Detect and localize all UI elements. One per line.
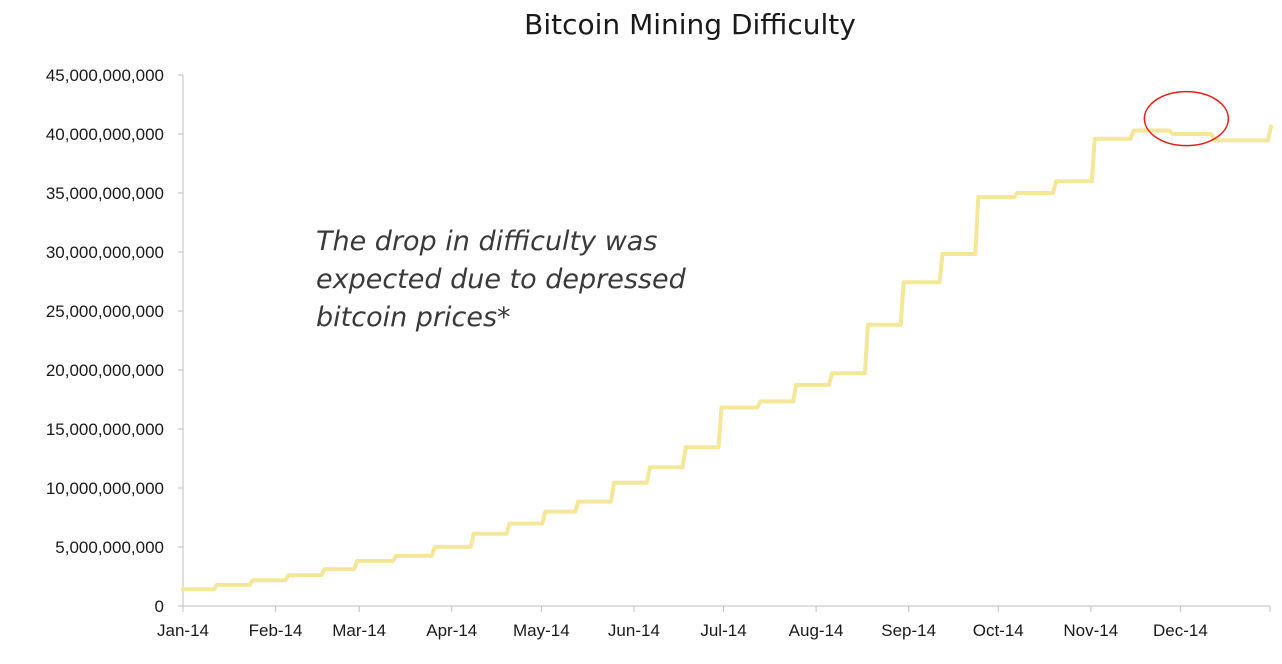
y-tick-label: 5,000,000,000 [55, 538, 164, 557]
x-tick-label: May-14 [513, 621, 570, 640]
chart-title: Bitcoin Mining Difficulty [524, 8, 856, 41]
x-tick-label: Dec-14 [1153, 621, 1208, 640]
y-tick-label: 10,000,000,000 [46, 479, 164, 498]
x-tick-label: Nov-14 [1063, 621, 1118, 640]
annotation-line-2: expected due to depressed [316, 264, 687, 295]
y-axis: 0 5,000,000,000 10,000,000,000 15,000,000,0… [46, 66, 184, 616]
x-tick-label: Jul-14 [700, 621, 746, 640]
annotation-line-1: The drop in difficulty was [316, 226, 657, 257]
y-tick-label: 45,000,000,000 [46, 66, 164, 85]
x-tick-label: Feb-14 [249, 621, 303, 640]
x-ticks: Jan-14 Feb-14 Mar-14 Apr-14 May-14 Jun-14 Jul-… [157, 606, 1271, 640]
y-tick-label: 0 [155, 597, 164, 616]
x-tick-label: Apr-14 [426, 621, 477, 640]
y-tick-label: 30,000,000,000 [46, 243, 164, 262]
y-tick-label: 15,000,000,000 [46, 420, 164, 439]
y-tick-label: 25,000,000,000 [46, 302, 164, 321]
x-tick-label: Mar-14 [332, 621, 386, 640]
annotation-line-3: bitcoin prices* [316, 302, 511, 333]
y-tick-label: 35,000,000,000 [46, 184, 164, 203]
x-tick-label: Jun-14 [608, 621, 660, 640]
x-tick-label: Sep-14 [881, 621, 936, 640]
x-tick-label: Jan-14 [157, 621, 209, 640]
annotation-text: The drop in difficulty was expected due … [316, 226, 694, 333]
x-tick-label: Aug-14 [789, 621, 844, 640]
series-line-difficulty [181, 124, 1273, 592]
y-tick-label: 40,000,000,000 [46, 125, 164, 144]
y-ticks: 0 5,000,000,000 10,000,000,000 15,000,000,0… [46, 66, 183, 616]
plot-area [181, 90, 1273, 592]
highlight-ellipse [1143, 90, 1230, 147]
y-tick-label: 20,000,000,000 [46, 361, 164, 380]
x-axis: Jan-14 Feb-14 Mar-14 Apr-14 May-14 Jun-14 Jul-… [157, 605, 1271, 640]
x-tick-label: Oct-14 [973, 621, 1024, 640]
